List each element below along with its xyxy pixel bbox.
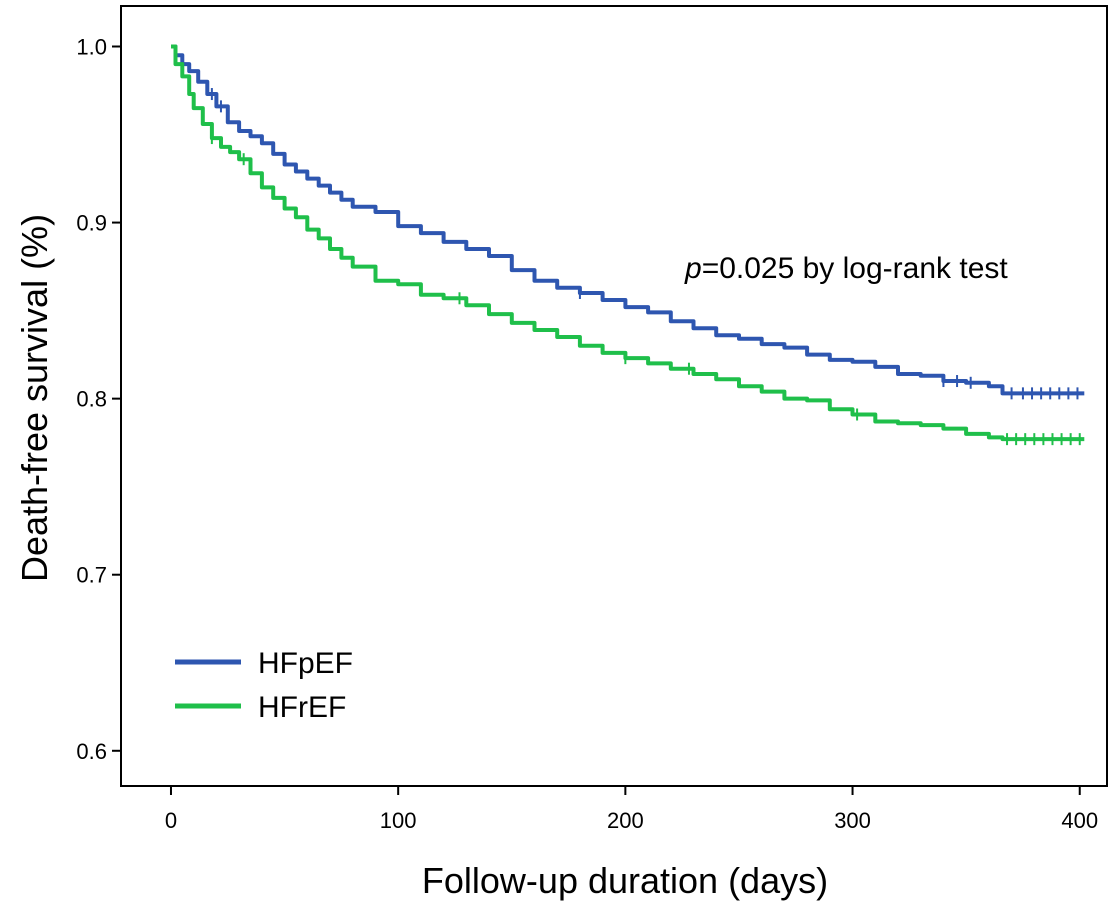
x-tick-label: 300 [834,808,871,833]
y-tick-label: 0.6 [76,739,107,764]
x-tick-label: 100 [380,808,417,833]
series-layer [171,44,1085,446]
x-tick-label: 400 [1061,808,1098,833]
x-axis: 0 100 200 300 400 [165,786,1098,833]
x-tick-label: 200 [607,808,644,833]
series-line-hfref [171,44,1085,442]
series-line-hfpef [171,44,1085,396]
p-italic: p [684,252,702,285]
y-tick-label: 0.9 [76,211,107,236]
legend: HFpEF HFrEF [175,647,353,724]
p-value-annotation: p=0.025 by log-rank test [684,252,1008,285]
y-axis-title: Death-free survival (%) [14,214,55,582]
x-axis-title: Follow-up duration (days) [422,860,828,901]
x-tick-label: 0 [165,808,177,833]
y-axis: 0.6 0.7 0.8 0.9 1.0 [76,34,121,764]
y-tick-label: 1.0 [76,34,107,59]
y-tick-label: 0.8 [76,387,107,412]
p-value-text: =0.025 by log-rank test [702,252,1009,285]
legend-label-hfref: HFrEF [258,691,346,724]
y-tick-label: 0.7 [76,563,107,588]
legend-label-hfpef: HFpEF [258,647,353,680]
plot-frame [120,5,1108,787]
